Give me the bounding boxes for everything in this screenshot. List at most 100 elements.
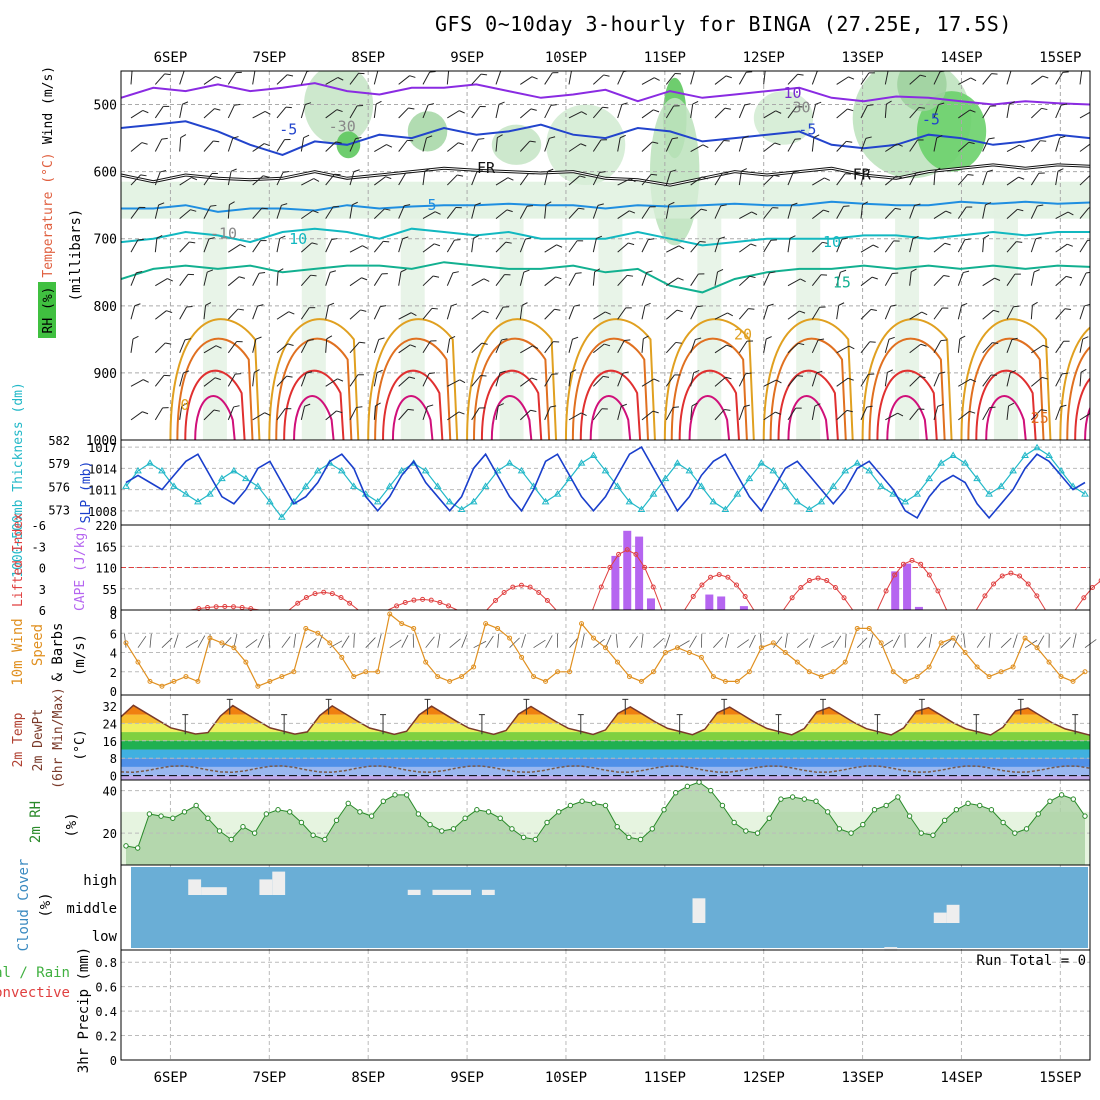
wind-barb bbox=[398, 238, 404, 253]
wind-barb-flag bbox=[620, 403, 627, 407]
wind-barb-flag bbox=[140, 174, 147, 177]
wind-barb-flag bbox=[132, 335, 139, 340]
wind-barb-flag bbox=[375, 100, 382, 105]
cape-bar bbox=[635, 536, 644, 610]
wind-barb bbox=[203, 108, 215, 119]
wind-barb bbox=[641, 410, 654, 421]
wind-barb-flag bbox=[264, 111, 271, 115]
wind-barb-flag bbox=[944, 242, 951, 246]
wind-barb bbox=[228, 244, 241, 253]
wind-barb bbox=[811, 241, 823, 253]
wind-barb bbox=[884, 208, 896, 219]
wind-barb-flag bbox=[402, 236, 409, 240]
wind-barb bbox=[349, 138, 357, 152]
li-tick-label: 3 bbox=[39, 583, 46, 597]
wind-barb bbox=[714, 344, 727, 354]
wind-barb-flag bbox=[529, 140, 536, 143]
wind-barb-flag bbox=[1092, 412, 1098, 414]
wind-barb-flag bbox=[799, 310, 806, 314]
thickness-line bbox=[125, 446, 1086, 519]
wind-barb bbox=[300, 104, 306, 119]
wind-barb bbox=[276, 139, 285, 152]
cape-bar bbox=[903, 563, 912, 610]
wind-barb bbox=[666, 309, 678, 320]
wind-barb bbox=[300, 274, 311, 287]
thickness-point bbox=[913, 490, 922, 497]
wind-speed-point bbox=[1058, 674, 1064, 680]
contour-label: 25 bbox=[1031, 409, 1049, 427]
thickness-point bbox=[277, 513, 286, 520]
boundary-isotherm bbox=[480, 369, 543, 440]
rh-point bbox=[520, 834, 527, 841]
wind-barb-flag bbox=[959, 335, 966, 340]
wind-speed-point bbox=[914, 674, 920, 680]
wind-barb-flag bbox=[968, 141, 975, 145]
wind-barb-flag bbox=[449, 68, 454, 71]
wind-barb bbox=[641, 239, 649, 253]
labels: 5006007008009001000582579576573101710141… bbox=[0, 50, 1091, 1086]
wind-barb-flag bbox=[229, 201, 235, 206]
boundary-isotherm bbox=[769, 337, 847, 440]
surface-wind-barb bbox=[808, 634, 815, 648]
wind-barb-flag bbox=[164, 73, 171, 76]
boundary-isotherm bbox=[367, 318, 459, 440]
wind-barb bbox=[1006, 71, 1012, 85]
cloud-units-axis-title: (%) bbox=[38, 892, 54, 917]
wind-barb bbox=[884, 372, 888, 387]
wind-barb bbox=[325, 173, 335, 186]
wind-barb bbox=[495, 209, 508, 219]
wind-barb bbox=[738, 104, 746, 119]
wind-barb-flag bbox=[478, 138, 485, 140]
wind-barb-flag bbox=[427, 404, 434, 408]
date-label-top: 8SEP bbox=[351, 50, 385, 66]
wind-barb bbox=[471, 278, 485, 287]
cloud-block bbox=[259, 879, 273, 895]
surface-wind-barb bbox=[641, 633, 644, 648]
wind-barb bbox=[933, 171, 936, 186]
wind-speed-point bbox=[938, 640, 944, 646]
wind-barb-flag bbox=[238, 276, 246, 279]
thickness-point bbox=[985, 490, 993, 497]
wind-barb bbox=[885, 175, 897, 186]
li-point bbox=[446, 603, 452, 609]
wind-barb-flag bbox=[575, 272, 582, 274]
rh-point bbox=[696, 779, 702, 785]
isotherm-15 bbox=[121, 261, 1090, 294]
li-point bbox=[909, 557, 915, 563]
wind-barb bbox=[787, 342, 799, 354]
wind-barb bbox=[422, 171, 426, 186]
rh-point bbox=[708, 787, 714, 794]
wind-barb bbox=[1030, 305, 1033, 320]
wind-barb bbox=[860, 374, 869, 387]
wind-barb-flag bbox=[814, 403, 821, 407]
wind-barb-flag bbox=[1018, 176, 1025, 180]
wind-barb-flag bbox=[331, 238, 338, 240]
wind-speed-point bbox=[603, 645, 608, 651]
wind-barb-flag bbox=[749, 275, 756, 279]
wind-barb-flag bbox=[497, 134, 503, 139]
wind-barb-flag bbox=[746, 71, 753, 73]
wind-barb bbox=[592, 375, 604, 387]
boundary-isotherm bbox=[762, 318, 854, 440]
contour-label: 10 bbox=[289, 230, 307, 248]
wind-barb bbox=[763, 338, 767, 353]
rh-point bbox=[1058, 792, 1065, 798]
wind-barb-flag bbox=[400, 268, 407, 273]
surface-wind-barb bbox=[581, 633, 585, 648]
wind-barb-flag bbox=[434, 243, 441, 247]
wind-barb bbox=[1031, 75, 1043, 85]
cloud-block bbox=[407, 889, 421, 895]
dewpoint-line bbox=[120, 765, 1091, 774]
wind-barb-flag bbox=[362, 245, 368, 249]
surface-wind-barb bbox=[1012, 634, 1018, 648]
slp-tick-label: 1011 bbox=[88, 484, 117, 498]
wind-barb-flag bbox=[693, 369, 700, 374]
boundary-isotherm bbox=[876, 369, 938, 440]
boundary-isotherm bbox=[382, 369, 444, 440]
rh-point bbox=[251, 830, 258, 836]
wind-barb-flag bbox=[573, 304, 581, 307]
thickness-point bbox=[805, 505, 814, 513]
wind-barb bbox=[1006, 306, 1014, 320]
rh-point bbox=[439, 828, 445, 834]
pressure-tick-label: 1000 bbox=[86, 434, 117, 449]
